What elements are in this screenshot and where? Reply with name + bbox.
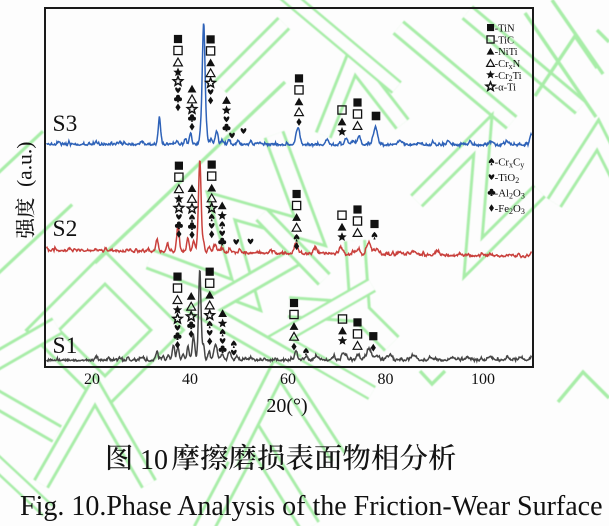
svg-text:-α-Ti: -α-Ti [495,83,517,94]
svg-text:40: 40 [182,371,198,388]
svg-text:-NiTi: -NiTi [495,47,518,58]
svg-text:-TiN: -TiN [495,24,515,35]
svg-text:20(°): 20(°) [266,395,307,417]
svg-text:-CrxCy: -CrxCy [495,157,525,170]
svg-text:S3: S3 [53,111,78,137]
svg-text:10: 10 [140,445,168,476]
svg-text:100: 100 [471,371,495,388]
svg-text:60: 60 [280,371,296,388]
svg-text:Fig. 10.Phase Analysis of the: Fig. 10.Phase Analysis of the Friction-W… [20,491,603,522]
svg-text:-TiC: -TiC [495,35,514,46]
svg-text:-Al2O3: -Al2O3 [495,188,525,201]
svg-text:S1: S1 [53,333,78,359]
svg-text:-TiO2: -TiO2 [495,172,520,185]
svg-text:80: 80 [378,371,394,388]
svg-text:(a.u.): (a.u.) [13,142,37,187]
svg-text:-CrxN: -CrxN [495,59,521,71]
svg-text:S2: S2 [53,216,78,242]
svg-text:-Cr2Ti: -Cr2Ti [495,71,522,83]
svg-text:-Fe2O3: -Fe2O3 [495,203,525,216]
svg-text:20: 20 [84,371,100,388]
